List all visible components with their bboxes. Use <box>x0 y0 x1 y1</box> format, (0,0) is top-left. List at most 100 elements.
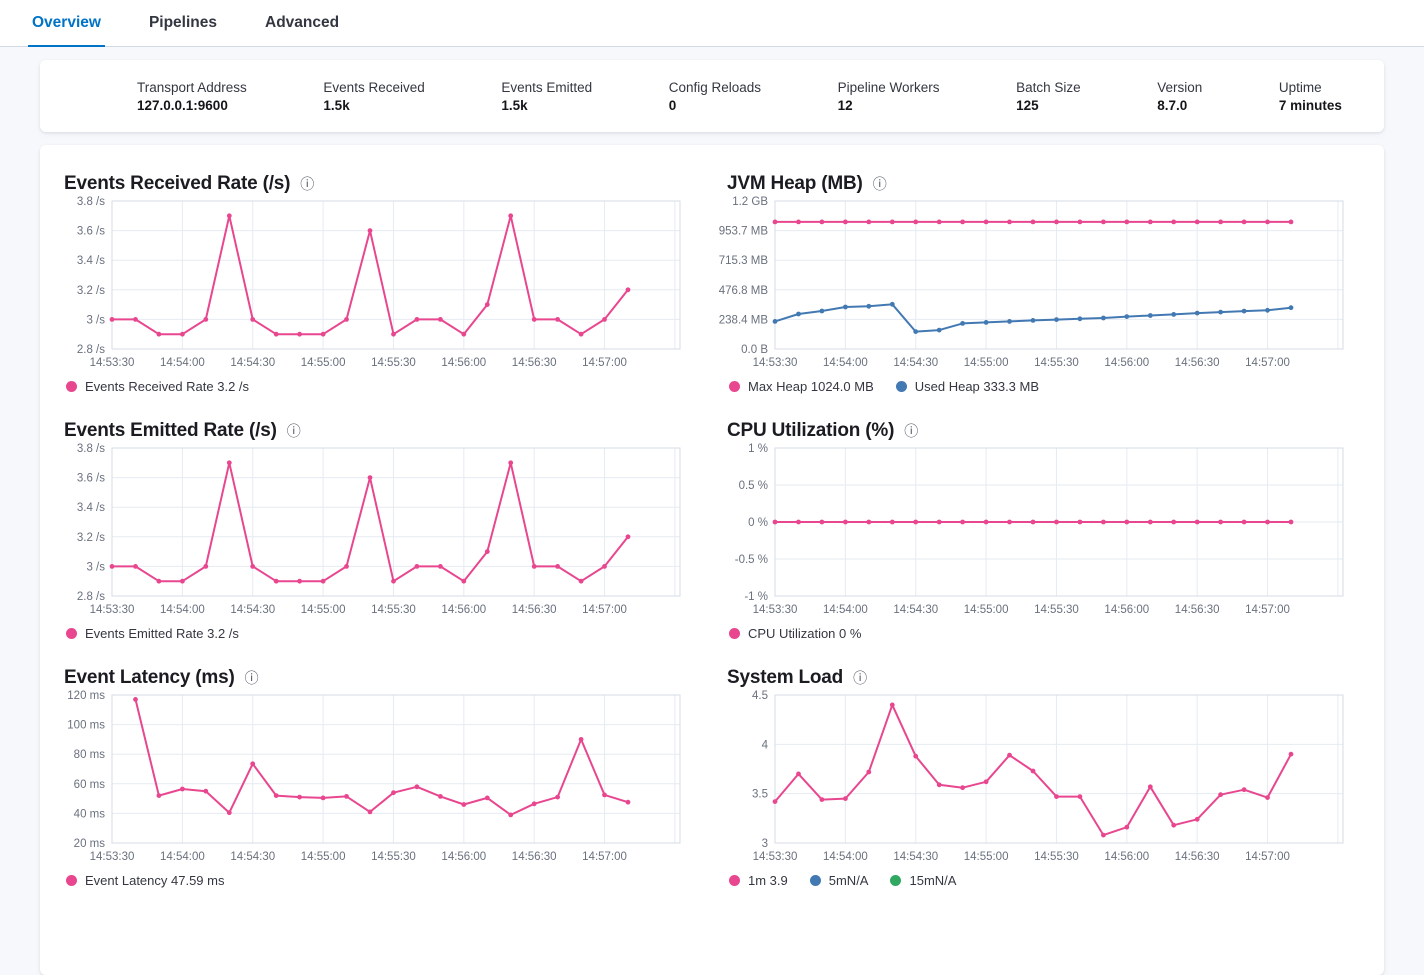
chart-svg-wrap: 1 % 0.5 % 0 % -0.5 % -1 % 14:53:30 14:54:00 14:… <box>727 443 1349 622</box>
chart-legend: 1m 3.9 5mN/A 15mN/A <box>729 873 1360 888</box>
svg-text:14:56:00: 14:56:00 <box>1104 357 1149 369</box>
svg-text:238.4 MB: 238.4 MB <box>719 314 769 326</box>
series-events-received-rate <box>109 213 631 337</box>
svg-text:953.7 MB: 953.7 MB <box>719 226 769 238</box>
x-gridlines <box>111 448 676 596</box>
chart-plot-events-emitted-rate[interactable]: 3.8 /s 3.6 /s 3.4 /s 3.2 /s 3 /s 2.8 /s14:53:… <box>64 443 686 622</box>
info-icon[interactable]: ⓘ <box>853 670 868 686</box>
stat-value: 1.5k <box>323 97 350 113</box>
legend-item-jvm-heap-1[interactable]: Used Heap 333.3 MB <box>895 379 1039 394</box>
svg-text:14:57:00: 14:57:00 <box>582 604 627 616</box>
info-icon[interactable]: ⓘ <box>904 423 919 439</box>
legend-label: Events Received Rate 3.2 /s <box>85 379 250 394</box>
x-axis-labels: 14:53:30 14:54:00 14:54:30 14:55:00 14:55:30… <box>753 851 1290 863</box>
chart-plot-event-latency[interactable]: 120 ms 100 ms 80 ms 60 ms 40 ms 20 ms14:53:30… <box>64 690 686 869</box>
svg-text:14:53:30: 14:53:30 <box>753 604 798 616</box>
svg-text:14:57:00: 14:57:00 <box>1245 357 1290 369</box>
legend-item-events-emitted-rate-0[interactable]: Events Emitted Rate 3.2 /s <box>66 626 239 641</box>
svg-text:14:54:00: 14:54:00 <box>160 604 205 616</box>
legend-dot-icon <box>66 381 77 392</box>
stat-label: Transport Address <box>137 79 247 95</box>
svg-text:14:53:30: 14:53:30 <box>90 851 135 863</box>
chart-svg-wrap: 4.5 4 3.5 3 14:53:30 14:54:00 14:54:30 14:55:00… <box>727 690 1349 869</box>
tab-advanced[interactable]: Advanced <box>265 13 340 31</box>
svg-text:14:55:00: 14:55:00 <box>301 604 346 616</box>
series-1m <box>772 702 1294 838</box>
stat-value: 127.0.0.1:9600 <box>137 97 228 113</box>
svg-text:3: 3 <box>762 838 768 850</box>
chart-plot-jvm-heap[interactable]: 1.2 GB 953.7 MB 715.3 MB 476.8 MB 238.4 MB 0.… <box>719 196 1349 375</box>
svg-text:14:54:30: 14:54:30 <box>893 357 938 369</box>
svg-text:3.5: 3.5 <box>752 789 768 801</box>
series-cpu-utilization <box>772 519 1294 525</box>
svg-text:14:54:30: 14:54:30 <box>893 604 938 616</box>
tab-overview[interactable]: Overview <box>28 0 105 47</box>
legend-dot-icon <box>809 875 821 886</box>
stat-label: Batch Size <box>1016 79 1081 95</box>
info-icon[interactable]: ⓘ <box>872 176 887 192</box>
svg-text:3.8 /s: 3.8 /s <box>77 196 105 208</box>
info-icon[interactable]: ⓘ <box>244 670 259 686</box>
svg-text:1 %: 1 % <box>748 443 768 455</box>
charts-grid: Events Received Rate (/s) ⓘ 3.8 /s 3.6 /s 3.… <box>64 165 1360 890</box>
chart-title: Events Emitted Rate (/s) <box>64 420 277 441</box>
legend-item-jvm-heap-0[interactable]: Max Heap 1024.0 MB <box>729 379 874 394</box>
svg-text:3.6 /s: 3.6 /s <box>77 226 105 238</box>
svg-text:0.5 %: 0.5 % <box>739 480 768 492</box>
chart-title: System Load <box>727 667 844 688</box>
stat-version: Version 8.7.0 <box>1157 80 1202 113</box>
svg-text:14:54:30: 14:54:30 <box>230 604 275 616</box>
svg-text:3 /s: 3 /s <box>86 561 105 573</box>
stat-config-reloads: Config Reloads 0 <box>669 80 761 113</box>
chart-plot-system-load[interactable]: 4.5 4 3.5 314:53:30 14:54:00 14:54:30 14:55:00… <box>727 690 1349 869</box>
x-gridlines <box>111 695 676 843</box>
legend-label: Max Heap 1024.0 MB <box>748 379 874 394</box>
chart-svg-wrap: 3.8 /s 3.6 /s 3.4 /s 3.2 /s 3 /s 2.8 /s 14:53:… <box>64 443 686 622</box>
legend-item-cpu-utilization-0[interactable]: CPU Utilization 0 % <box>729 626 861 641</box>
x-axis-labels: 14:53:30 14:54:00 14:54:30 14:55:00 14:55:30… <box>90 851 627 863</box>
series-events-emitted-rate <box>109 460 631 584</box>
svg-text:3.6 /s: 3.6 /s <box>77 473 105 485</box>
info-icon[interactable]: ⓘ <box>286 423 301 439</box>
legend-item-system-load-0[interactable]: 1m 3.9 <box>729 873 788 888</box>
svg-text:14:56:00: 14:56:00 <box>441 604 486 616</box>
stat-label: Events Emitted <box>501 79 593 95</box>
svg-text:14:56:30: 14:56:30 <box>1175 357 1220 369</box>
tab-pipelines[interactable]: Pipelines <box>148 13 217 31</box>
svg-text:14:54:30: 14:54:30 <box>230 357 275 369</box>
plot-border <box>111 447 681 597</box>
svg-text:40 ms: 40 ms <box>74 808 106 820</box>
chart-title-row: JVM Heap (MB) ⓘ <box>727 173 1360 195</box>
svg-text:14:54:00: 14:54:00 <box>823 357 868 369</box>
y-gridlines-and-labels: 3.8 /s 3.6 /s 3.4 /s 3.2 /s 3 /s 2.8 /s <box>77 443 680 603</box>
legend-item-system-load-1[interactable]: 5mN/A <box>809 873 868 888</box>
stat-pipeline-workers: Pipeline Workers 12 <box>838 80 940 113</box>
series-event-latency <box>133 697 631 818</box>
y-gridlines-and-labels: 3.8 /s 3.6 /s 3.4 /s 3.2 /s 3 /s 2.8 /s <box>77 196 680 356</box>
stat-uptime: Uptime 7 minutes <box>1279 80 1342 113</box>
chart-plot-cpu-utilization[interactable]: 1 %0.5 %0 %-0.5 %-1 %14:53:30 14:54:00 14:… <box>727 443 1349 622</box>
svg-text:14:55:00: 14:55:00 <box>964 357 1009 369</box>
svg-text:4.5: 4.5 <box>752 690 768 702</box>
chart-plot-events-received-rate[interactable]: 3.8 /s 3.6 /s 3.4 /s 3.2 /s 3 /s 2.8 /s14:53:… <box>64 196 686 375</box>
chart-system-load: System Load ⓘ 4.5 4 3.5 3 14:53:30 14:54:00 14:5… <box>727 659 1360 890</box>
x-axis-labels: 14:53:30 14:54:00 14:54:30 14:55:00 14:55:30… <box>90 604 627 616</box>
stat-value: 7 minutes <box>1278 97 1342 113</box>
chart-legend: Max Heap 1024.0 MB Used Heap 333.3 MB <box>729 379 1360 394</box>
legend-item-event-latency-0[interactable]: Event Latency 47.59 ms <box>66 873 224 888</box>
chart-cpu-utilization: CPU Utilization (%) ⓘ 1 % 0.5 % 0 % -0.5 % -1 … <box>727 412 1360 643</box>
chart-title-row: Event Latency (ms) ⓘ <box>64 667 697 689</box>
y-gridlines-and-labels: 1.2 GB 953.7 MB 715.3 MB 476.8 MB 238.4 MB 0.… <box>719 196 1343 356</box>
legend-item-system-load-2[interactable]: 15mN/A <box>890 873 956 888</box>
info-icon[interactable]: ⓘ <box>300 176 315 192</box>
svg-text:14:54:30: 14:54:30 <box>893 851 938 863</box>
svg-text:3.2 /s: 3.2 /s <box>77 532 105 544</box>
svg-text:3 /s: 3 /s <box>86 314 105 326</box>
chart-legend: Events Emitted Rate 3.2 /s <box>66 626 697 641</box>
legend-item-events-received-rate-0[interactable]: Events Received Rate 3.2 /s <box>66 379 249 394</box>
legend-dot-icon <box>729 875 740 886</box>
legend-dot-icon <box>729 381 740 392</box>
svg-text:14:57:00: 14:57:00 <box>582 851 627 863</box>
chart-title: JVM Heap (MB) <box>727 173 863 194</box>
stat-value: 1.5k <box>501 97 528 113</box>
